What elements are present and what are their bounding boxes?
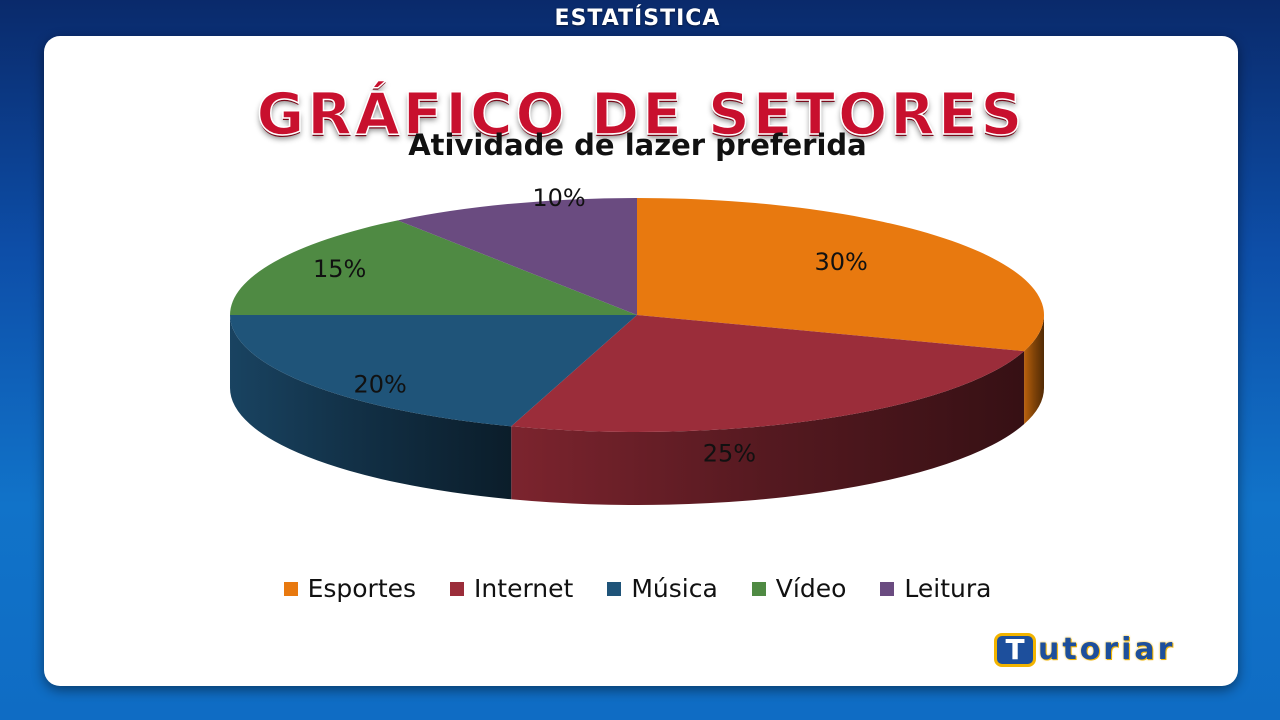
section-label: ESTATÍSTICA <box>554 6 721 31</box>
slice-side-esportes <box>1024 315 1044 425</box>
legend-item-música: Música <box>607 574 718 603</box>
slice-internet <box>511 315 1025 432</box>
slice-label-internet: 25% <box>703 440 756 468</box>
tutoriar-logo: T utoriar <box>994 632 1175 667</box>
legend-item-vídeo: Vídeo <box>751 574 847 603</box>
legend-item-esportes: Esportes <box>283 574 417 603</box>
legend-swatch <box>880 581 895 596</box>
legend-swatch <box>607 581 622 596</box>
legend-swatch <box>450 581 465 596</box>
legend-label: Esportes <box>307 574 417 603</box>
slice-label-música: 20% <box>353 370 406 398</box>
slide-headline: GRÁFICO DE SETORES <box>256 79 1026 149</box>
slice-label-vídeo: 15% <box>313 255 366 283</box>
slice-side-música <box>230 315 512 500</box>
slice-leitura <box>397 198 637 315</box>
slice-label-leitura: 10% <box>532 184 585 212</box>
legend-label: Leitura <box>904 574 992 603</box>
slice-música <box>230 315 637 427</box>
chart-legend: Esportes Internet Música Vídeo Leitura <box>0 574 1275 603</box>
slice-label-esportes: 30% <box>814 248 867 276</box>
logo-text: utoriar <box>1038 632 1176 667</box>
legend-item-internet: Internet <box>450 574 573 603</box>
legend-swatch <box>751 581 766 596</box>
legend-label: Internet <box>474 574 574 603</box>
legend-label: Música <box>631 574 718 603</box>
logo-badge: T <box>994 632 1036 667</box>
slice-vídeo <box>230 220 637 315</box>
slice-esportes <box>637 198 1044 352</box>
legend-item-leitura: Leitura <box>880 574 991 603</box>
legend-label: Vídeo <box>775 574 847 603</box>
chart-title: Atividade de lazer preferida <box>408 128 867 162</box>
legend-swatch <box>283 581 298 596</box>
slice-side-internet <box>511 351 1025 506</box>
